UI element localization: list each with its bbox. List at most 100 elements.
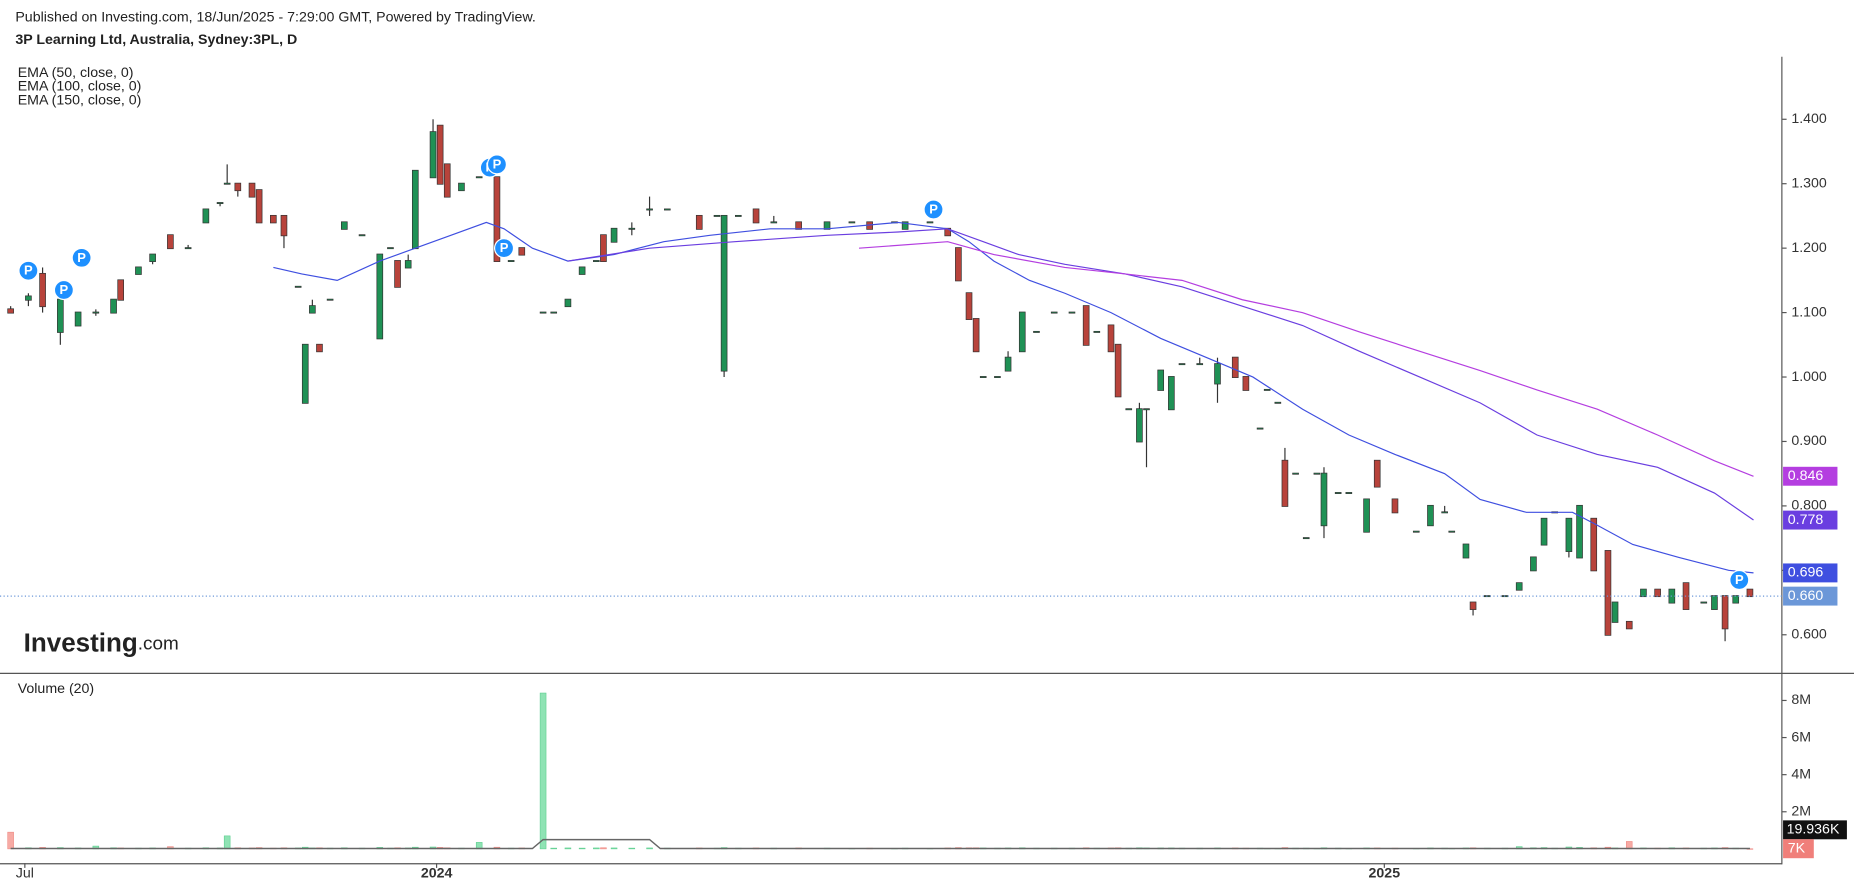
candle-body bbox=[1448, 530, 1456, 533]
candle-body bbox=[316, 343, 323, 353]
event-marker: P bbox=[486, 154, 507, 175]
y-tick-label: 0.900 bbox=[1791, 433, 1827, 449]
event-marker: P bbox=[923, 199, 944, 220]
event-marker: P bbox=[53, 279, 74, 301]
volume-bar bbox=[578, 847, 586, 850]
candle-body bbox=[436, 124, 444, 185]
candle-body bbox=[1565, 517, 1573, 552]
candle-body bbox=[270, 214, 277, 224]
candle-body bbox=[664, 208, 671, 211]
candle-body bbox=[1412, 530, 1420, 533]
watermark-brand: Investing bbox=[24, 627, 138, 657]
candle-body bbox=[358, 234, 366, 237]
candle-body bbox=[646, 208, 653, 211]
candle-body bbox=[458, 182, 465, 192]
candle-body bbox=[1114, 343, 1122, 398]
candle-body bbox=[248, 182, 256, 198]
candle-body bbox=[340, 221, 348, 230]
candle-body bbox=[411, 169, 419, 250]
candle-body bbox=[1033, 330, 1040, 333]
candle-body bbox=[1576, 504, 1583, 559]
price-label-box bbox=[1783, 466, 1838, 486]
candle-body bbox=[1263, 388, 1271, 391]
candle-body bbox=[734, 214, 742, 217]
candle-body bbox=[1136, 408, 1143, 443]
candle-body bbox=[309, 305, 316, 314]
watermark-suffix: .com bbox=[138, 633, 179, 654]
candle-body bbox=[628, 227, 636, 230]
event-circle bbox=[493, 238, 515, 259]
volume-bar bbox=[7, 831, 14, 850]
volume-tick-label: 2M bbox=[1791, 804, 1811, 820]
y-tick-label: 0.800 bbox=[1791, 498, 1827, 514]
candle-body bbox=[1242, 376, 1250, 391]
price-label-text: 0.696 bbox=[1788, 565, 1824, 581]
price-label: 0.778 bbox=[1783, 510, 1838, 530]
candle-body bbox=[1281, 459, 1289, 507]
candle-body bbox=[135, 266, 142, 275]
y-tick-label: 1.000 bbox=[1791, 369, 1827, 385]
candle-body bbox=[92, 311, 100, 314]
event-marker: P bbox=[1729, 569, 1750, 591]
candle-body bbox=[1143, 408, 1150, 411]
candle-body bbox=[1462, 543, 1470, 559]
event-circle bbox=[18, 260, 39, 281]
volume-bar bbox=[610, 847, 618, 850]
candle-body bbox=[443, 163, 451, 198]
volume-title: Volume (20) bbox=[18, 681, 94, 697]
candle-body bbox=[1711, 595, 1718, 610]
volume-bar bbox=[550, 847, 557, 850]
volume-ma-line bbox=[10, 838, 1750, 850]
volume-ma-label: 19.936K bbox=[1783, 820, 1847, 840]
volume-bar bbox=[539, 692, 547, 850]
ema-line bbox=[273, 221, 1754, 574]
candle-body bbox=[539, 311, 547, 314]
volume-bar bbox=[1625, 841, 1633, 850]
candle-body bbox=[1611, 601, 1619, 623]
volume-bar bbox=[646, 847, 653, 850]
candle-body bbox=[301, 343, 309, 404]
y-tick-label: 1.400 bbox=[1791, 111, 1827, 127]
candle-body bbox=[1590, 517, 1598, 572]
candle-body bbox=[823, 221, 831, 230]
volume-ma-label-text: 19.936K bbox=[1787, 822, 1840, 838]
published-note: Published on Investing.com, 18/Jun/2025 … bbox=[15, 9, 535, 25]
event-label: P bbox=[77, 250, 86, 265]
candle-body bbox=[1068, 311, 1076, 314]
legend-entry: EMA (50, close, 0) bbox=[18, 65, 134, 81]
candle-body bbox=[74, 311, 82, 327]
candle-body bbox=[564, 298, 572, 308]
volume-bar bbox=[223, 835, 231, 850]
candle-body bbox=[493, 176, 501, 262]
candle-body bbox=[1050, 311, 1058, 314]
candle-body bbox=[7, 308, 14, 314]
ema-line bbox=[858, 241, 1754, 477]
volume-tick-label: 6M bbox=[1791, 729, 1811, 745]
event-marker: P bbox=[71, 247, 92, 268]
event-circle bbox=[53, 279, 74, 301]
candle-body bbox=[1427, 504, 1434, 527]
candle-body bbox=[1391, 498, 1399, 514]
volume-ma-label-box bbox=[1783, 820, 1847, 840]
candle-body bbox=[1107, 324, 1115, 353]
price-label: 0.696 bbox=[1783, 563, 1838, 583]
event-label: P bbox=[493, 156, 502, 171]
candle-body bbox=[1721, 595, 1729, 630]
watermark: Investing.com bbox=[24, 627, 179, 657]
candle-body bbox=[110, 298, 117, 314]
y-tick-label: 1.200 bbox=[1791, 240, 1827, 256]
candle-body bbox=[695, 214, 703, 230]
candle-body bbox=[720, 214, 728, 372]
event-circle bbox=[71, 247, 92, 268]
candle-body bbox=[117, 279, 124, 301]
candle-body bbox=[1604, 550, 1612, 636]
candle-body bbox=[149, 253, 156, 262]
price-label: 0.660 bbox=[1783, 586, 1838, 606]
candle-body bbox=[1093, 330, 1101, 333]
candle-body bbox=[184, 247, 192, 250]
candle-body bbox=[1018, 311, 1026, 353]
event-label: P bbox=[60, 282, 69, 297]
candle-body bbox=[326, 298, 334, 301]
candle-body bbox=[1515, 582, 1523, 591]
